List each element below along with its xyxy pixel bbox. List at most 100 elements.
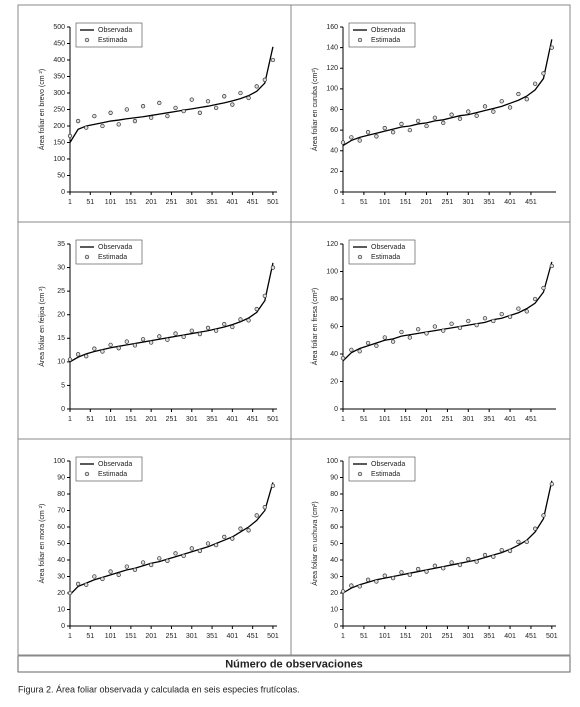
estimated-point: [424, 331, 429, 336]
y-tick-label: 10: [57, 606, 65, 613]
legend-box: [75, 239, 143, 265]
estimated-point: [92, 574, 97, 579]
estimated-point: [181, 108, 186, 114]
x-tick-label: 201: [421, 199, 433, 206]
estimated-point: [189, 328, 194, 333]
estimated-point: [132, 567, 138, 573]
estimated-point: [116, 572, 121, 577]
legend-label: Observada: [98, 461, 132, 468]
y-tick-label: 40: [330, 557, 338, 564]
y-tick-label: 90: [330, 474, 338, 481]
x-tick-label: 351: [206, 199, 218, 206]
estimated-point: [441, 120, 446, 126]
x-tick-label: 51: [86, 633, 94, 640]
estimated-point: [157, 100, 162, 106]
estimated-point: [222, 321, 227, 327]
y-tick-label: 30: [57, 264, 65, 271]
y-tick-label: 10: [57, 359, 65, 366]
y-tick-label: 50: [57, 172, 65, 179]
y-tick-label: 20: [57, 590, 65, 597]
estimated-point: [108, 342, 113, 348]
estimated-point: [173, 331, 178, 336]
y-tick-label: 450: [53, 40, 65, 47]
y-axis-label: Área foliar en fresa (cm²): [310, 288, 319, 365]
panel: [290, 438, 571, 657]
estimated-point: [357, 138, 362, 143]
estimated-point: [449, 321, 454, 326]
estimated-point: [466, 557, 471, 562]
y-tick-label: 100: [53, 156, 65, 163]
observed-line: [69, 46, 274, 143]
estimated-point: [499, 99, 504, 104]
estimated-point: [92, 113, 97, 119]
estimated-point: [254, 306, 259, 312]
legend-box: [75, 456, 143, 482]
x-tick-label: 1: [341, 416, 345, 423]
y-tick-label: 10: [330, 606, 338, 613]
estimated-point: [246, 528, 251, 533]
y-tick-label: 150: [53, 139, 65, 146]
legend-label: Estimada: [371, 37, 400, 44]
x-tick-label: 251: [166, 416, 178, 423]
estimated-point: [75, 581, 81, 587]
legend-label: Estimada: [98, 254, 127, 261]
y-tick-label: 140: [326, 44, 338, 51]
legend-label: Estimada: [371, 471, 400, 478]
estimated-point: [84, 582, 89, 587]
x-tick-label: 451: [247, 633, 259, 640]
estimated-point: [507, 548, 513, 554]
estimated-point: [541, 285, 546, 291]
estimated-point: [340, 140, 346, 145]
legend-box: [348, 456, 416, 482]
estimated-point: [549, 45, 554, 50]
observed-line: [69, 482, 274, 596]
estimated-point: [466, 318, 471, 324]
x-tick-label: 201: [421, 416, 433, 423]
y-axis-label: Área foliar en curuba (cm²): [310, 68, 319, 151]
x-tick-label: 401: [504, 416, 516, 423]
estimated-point: [482, 104, 488, 109]
estimated-point: [100, 349, 105, 354]
estimated-point: [374, 579, 379, 584]
estimated-point: [541, 513, 546, 518]
y-tick-label: 30: [57, 573, 65, 580]
estimated-point: [173, 551, 178, 556]
x-tick-label: 301: [186, 633, 198, 640]
x-tick-label: 201: [145, 416, 157, 423]
estimated-point: [374, 134, 379, 139]
y-tick-label: 400: [53, 57, 65, 64]
legend-label: Estimada: [98, 471, 127, 478]
y-tick-label: 70: [57, 507, 65, 514]
estimated-point: [407, 572, 412, 577]
estimated-point: [189, 546, 194, 551]
y-tick-label: 80: [330, 296, 338, 303]
y-tick-label: 200: [53, 123, 65, 130]
estimated-point: [524, 97, 529, 102]
estimated-point: [491, 318, 496, 324]
panel: [17, 221, 292, 440]
estimated-point: [491, 109, 496, 114]
x-tick-label: 301: [462, 416, 474, 423]
estimated-point: [549, 481, 554, 487]
estimated-point: [441, 328, 446, 333]
legend-marker: [357, 254, 363, 260]
estimated-point: [482, 316, 488, 321]
x-tick-label: 451: [525, 416, 537, 423]
y-axis-label: Área foliar en brevo (cm ²): [37, 69, 46, 150]
x-tick-label: 301: [462, 633, 474, 640]
panel: [17, 438, 292, 657]
y-tick-label: 20: [330, 590, 338, 597]
estimated-point: [67, 133, 73, 139]
estimated-point: [499, 311, 504, 317]
y-tick-label: 60: [330, 323, 338, 330]
estimated-point: [67, 590, 73, 596]
estimated-point: [140, 104, 146, 109]
y-tick-label: 5: [61, 382, 65, 389]
y-tick-label: 20: [57, 312, 65, 319]
estimated-point: [254, 84, 259, 89]
y-tick-label: 30: [330, 573, 338, 580]
estimated-point: [407, 127, 412, 133]
legend-marker: [357, 471, 363, 477]
estimated-point: [124, 107, 129, 112]
